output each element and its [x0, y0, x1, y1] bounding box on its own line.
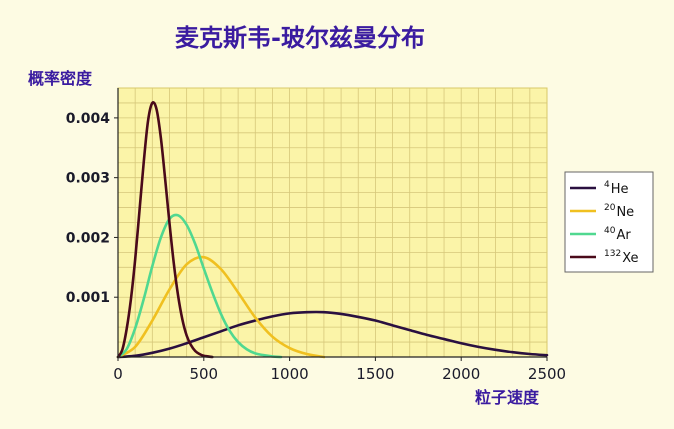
- legend-entry-xe: 132Xe: [570, 249, 639, 266]
- x-tick-label: 1000: [271, 365, 309, 383]
- x-tick-label: 0: [113, 365, 123, 383]
- legend-mass-number: 4: [604, 180, 610, 190]
- x-tick-label: 500: [189, 365, 218, 383]
- series-line-he: [116, 310, 549, 359]
- series-line-ne: [116, 255, 326, 359]
- series-line-xe: [116, 101, 214, 359]
- series-layer: [116, 101, 549, 359]
- legend-mass-number: 132: [604, 249, 621, 259]
- x-tick-label: 2000: [442, 365, 480, 383]
- tick-labels: 0 500 1000 1500 2000 2500 0.001 0.002 0.003 0.004: [66, 111, 566, 383]
- legend-element-symbol: Xe: [622, 251, 638, 266]
- legend-element-symbol: Ne: [616, 205, 634, 220]
- x-tick-label: 2500: [528, 365, 566, 383]
- series-line-ar: [116, 213, 283, 359]
- y-tick-label: 0.002: [66, 230, 110, 246]
- legend-mass-number: 40: [604, 226, 616, 236]
- x-tick-label: 1500: [356, 365, 394, 383]
- axes: [117, 88, 547, 358]
- y-tick-label: 0.001: [66, 290, 110, 306]
- legend-element-symbol: He: [611, 182, 629, 197]
- y-tick-label: 0.004: [66, 111, 111, 127]
- legend-label: 40Ar: [604, 226, 631, 243]
- legend-element-symbol: Ar: [616, 228, 631, 243]
- y-axis-label: 概率密度: [28, 69, 93, 88]
- legend-entry-ar: 40Ar: [570, 226, 631, 243]
- legend-mass-number: 20: [604, 203, 616, 213]
- legend-label: 20Ne: [604, 203, 634, 220]
- legend-label: 4He: [604, 180, 629, 197]
- legend-entry-he: 4He: [570, 180, 629, 197]
- grid-lines: [118, 88, 547, 357]
- chart-title: 麦克斯韦-玻尔兹曼分布: [175, 24, 425, 52]
- legend-entry-ne: 20Ne: [570, 203, 634, 220]
- legend-label: 132Xe: [604, 249, 639, 266]
- y-tick-label: 0.003: [66, 171, 110, 187]
- x-axis-label: 粒子速度: [475, 388, 540, 407]
